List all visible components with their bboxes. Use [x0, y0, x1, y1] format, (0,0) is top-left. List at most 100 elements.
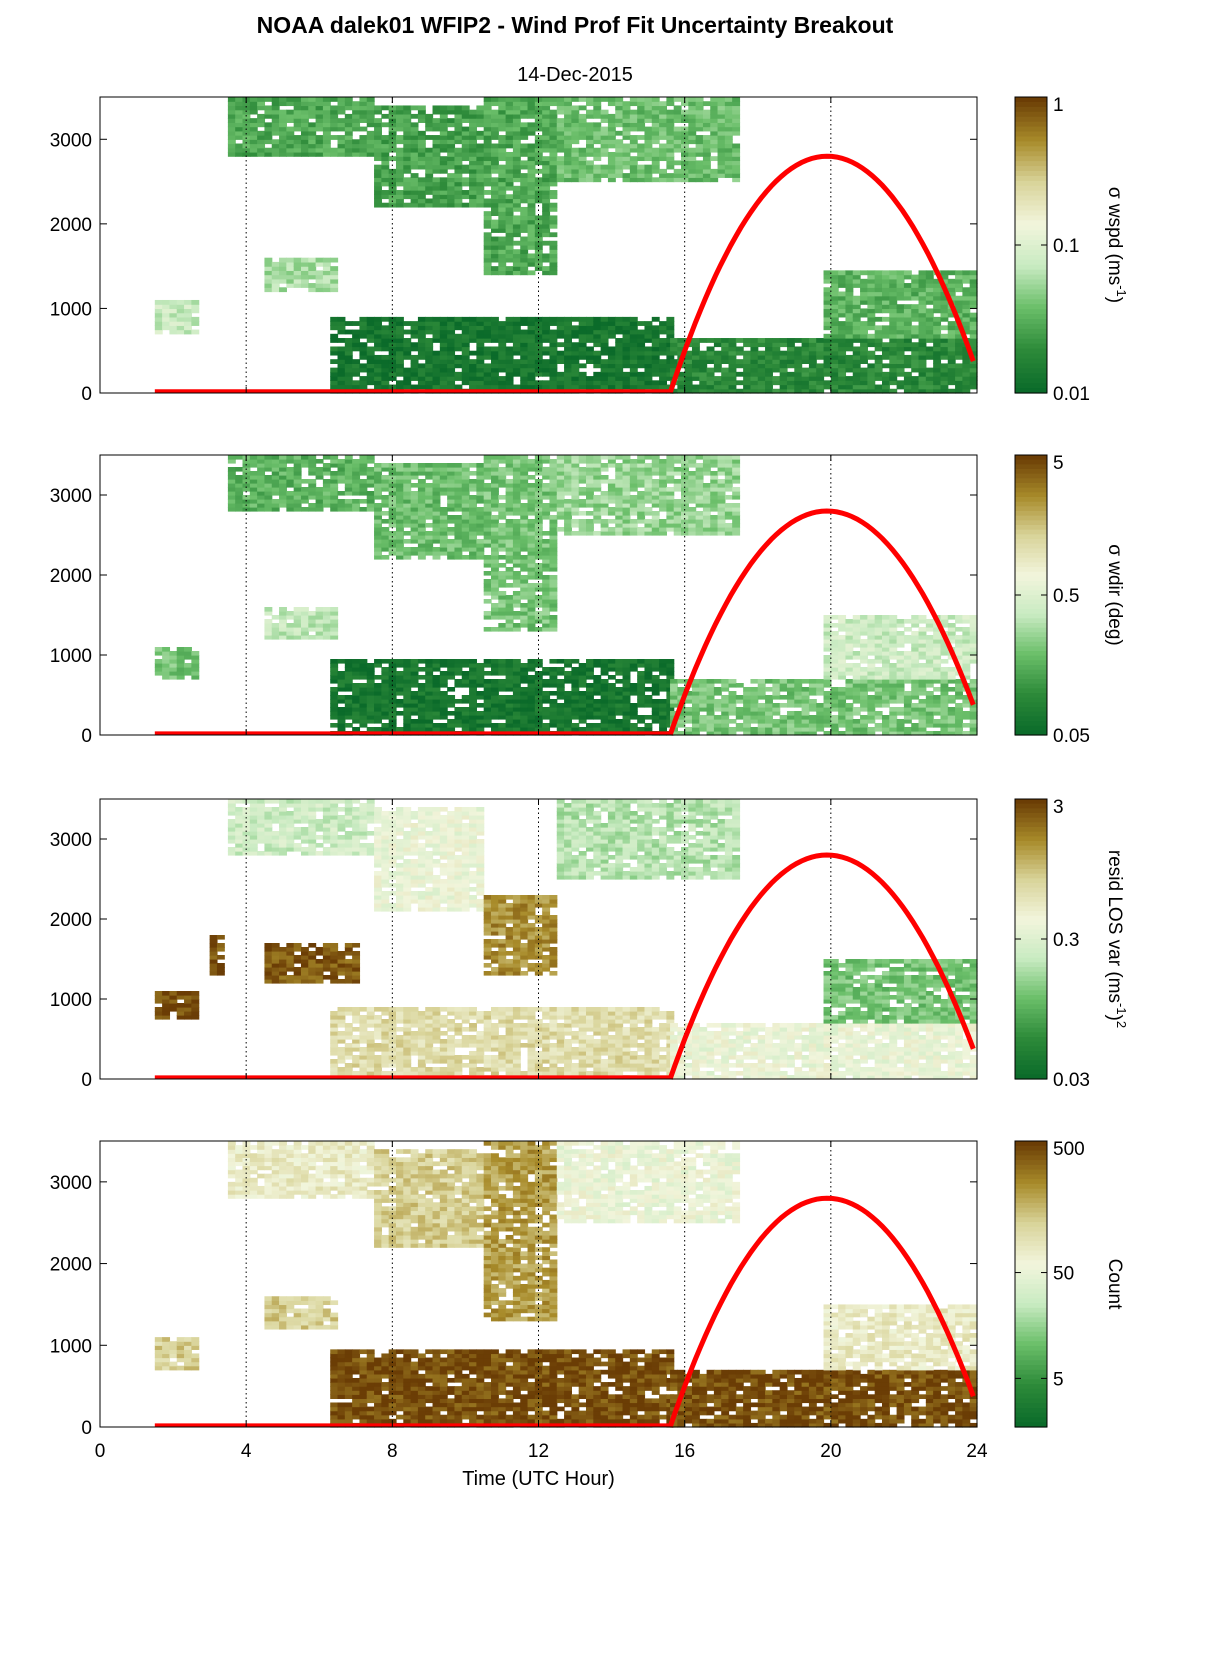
heatmap-cell: [586, 177, 594, 183]
heatmap-cell: [699, 715, 708, 720]
heatmap-cell: [702, 156, 711, 162]
heatmap-cell: [571, 97, 580, 102]
heatmap-cell: [659, 325, 667, 331]
heatmap-cell: [344, 376, 353, 381]
heatmap-cell: [925, 367, 934, 373]
heatmap-cell: [860, 731, 868, 736]
heatmap-cell: [874, 723, 883, 728]
heatmap-cell: [874, 346, 883, 352]
heatmap-cell: [659, 659, 667, 664]
heatmap-cell: [271, 130, 280, 136]
heatmap-cell: [264, 491, 273, 496]
heatmap-cell: [381, 463, 390, 468]
heatmap-cell: [454, 371, 463, 377]
heatmap-cell: [330, 266, 339, 271]
heatmap-cell: [838, 655, 847, 660]
heatmap-cell: [838, 380, 847, 386]
heatmap-cell: [403, 139, 412, 145]
heatmap-cell: [476, 190, 485, 195]
heatmap-cell: [505, 699, 514, 704]
heatmap-cell: [706, 687, 715, 692]
heatmap-cell: [867, 299, 876, 305]
heatmap-cell: [845, 623, 854, 628]
heatmap-cell: [889, 727, 898, 732]
heatmap-cell: [622, 675, 631, 680]
heatmap-cell: [344, 130, 353, 136]
heatmap-cell: [279, 274, 287, 280]
heatmap-cell: [911, 691, 920, 696]
heatmap-cell: [352, 329, 361, 335]
heatmap-cell: [651, 699, 660, 704]
heatmap-cell: [874, 270, 883, 276]
heatmap-cell: [794, 359, 803, 364]
heatmap-cell: [527, 325, 536, 331]
heatmap-cell: [874, 333, 883, 339]
heatmap-cell: [374, 527, 382, 532]
heatmap-cell: [337, 659, 346, 664]
heatmap-cell: [439, 325, 448, 331]
heatmap-cell: [786, 354, 795, 360]
heatmap-cell: [838, 663, 847, 668]
heatmap-cell: [578, 342, 587, 348]
heatmap-cell: [845, 354, 854, 360]
heatmap-cell: [505, 143, 514, 149]
heatmap-cell: [852, 635, 861, 640]
heatmap-cell: [469, 338, 477, 343]
heatmap-cell: [476, 346, 485, 352]
heatmap-cell: [425, 711, 434, 716]
heatmap-cell: [395, 703, 404, 708]
heatmap-cell: [615, 122, 624, 128]
heatmap-cell: [227, 101, 236, 107]
heatmap-cell: [801, 350, 810, 356]
heatmap-cell: [607, 130, 616, 136]
heatmap-cell: [962, 627, 971, 632]
heatmap-cell: [765, 350, 773, 356]
heatmap-cell: [330, 346, 339, 352]
heatmap-cell: [629, 113, 638, 119]
heatmap-cell: [257, 503, 266, 508]
heatmap-cell: [279, 491, 287, 496]
heatmap-cell: [860, 723, 868, 728]
heatmap-cell: [556, 384, 565, 390]
heatmap-cell: [615, 164, 624, 170]
heatmap-cell: [542, 380, 551, 386]
heatmap-cell: [330, 487, 339, 492]
heatmap-cell: [750, 679, 759, 684]
heatmap-cell: [889, 371, 898, 377]
heatmap-cell: [483, 177, 492, 183]
heatmap-cell: [520, 376, 529, 381]
colorbar-swatch: [1015, 101, 1047, 108]
heatmap-cell: [947, 615, 956, 620]
heatmap-cell: [512, 97, 521, 102]
heatmap-cell: [706, 384, 715, 390]
heatmap-cell: [439, 126, 448, 132]
heatmap-cell: [673, 177, 682, 183]
heatmap-cell: [889, 342, 898, 348]
heatmap-cell: [593, 683, 602, 688]
heatmap-cell: [637, 679, 646, 684]
heatmap-cell: [483, 202, 492, 208]
heatmap-cell: [838, 329, 847, 335]
heatmap-cell: [600, 367, 609, 373]
heatmap-cell: [651, 118, 660, 123]
heatmap-cell: [881, 679, 890, 684]
heatmap-cell: [823, 278, 832, 284]
heatmap-cell: [549, 122, 558, 128]
heatmap-cell: [556, 130, 565, 136]
heatmap-cell: [765, 371, 773, 377]
heatmap-cell: [542, 727, 551, 732]
heatmap-cell: [227, 503, 236, 508]
heatmap-cell: [447, 338, 456, 343]
heatmap-cell: [184, 316, 192, 322]
heatmap-cell: [425, 126, 434, 132]
heatmap-cell: [962, 359, 971, 364]
heatmap-cell: [417, 719, 426, 724]
heatmap-cell: [498, 663, 507, 668]
heatmap-cell: [527, 156, 536, 162]
heatmap-cell: [549, 707, 558, 712]
heatmap-cell: [911, 274, 920, 280]
heatmap-cell: [279, 130, 287, 136]
heatmap-cell: [527, 240, 536, 246]
heatmap-cell: [622, 679, 631, 684]
